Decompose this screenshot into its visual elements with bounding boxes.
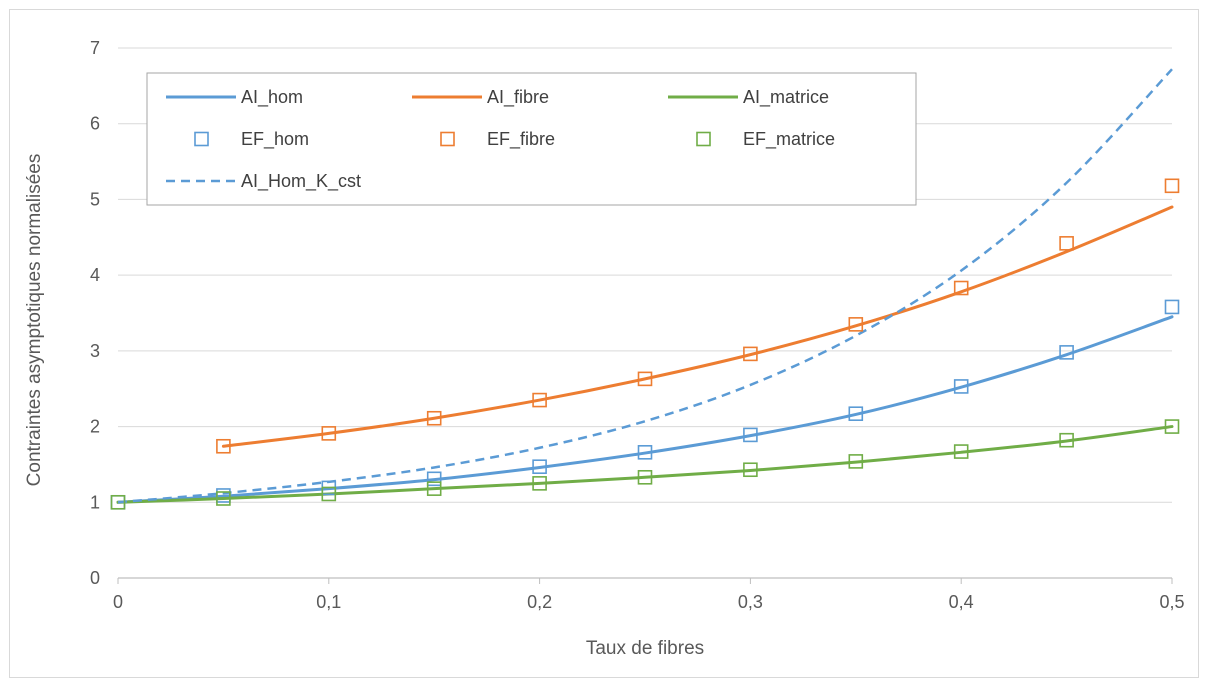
legend-label: EF_fibre	[487, 129, 555, 150]
legend-label: AI_Hom_K_cst	[241, 171, 361, 192]
series-line-ai-hom-k-cst	[117, 68, 1173, 504]
data-point-ef-fibre	[743, 346, 758, 362]
y-tick-label: 7	[90, 38, 100, 58]
legend-label: AI_matrice	[743, 87, 829, 108]
data-point-ef-hom	[532, 459, 547, 475]
data-point-ef-matrice	[848, 454, 864, 469]
data-point-ef-matrice	[216, 491, 231, 506]
legend: AI_hom AI_fibre AI_matrice EF_hom EF_fibre EF…	[146, 72, 917, 206]
data-point-ef-matrice	[426, 481, 442, 496]
legend-swatch	[440, 131, 455, 147]
data-point-ef-fibre	[637, 371, 653, 387]
data-point-ef-hom	[953, 379, 969, 394]
data-point-ef-fibre	[1164, 178, 1180, 194]
data-point-ef-hom	[848, 406, 864, 422]
data-point-ef-fibre	[848, 317, 864, 332]
y-tick-label: 3	[90, 341, 100, 361]
data-point-ef-fibre	[321, 426, 337, 441]
data-point-ef-hom	[1059, 345, 1074, 360]
data-point-ef-fibre	[426, 410, 442, 426]
data-point-ef-hom	[637, 445, 653, 460]
x-tick-label: 0,1	[316, 592, 341, 612]
y-axis-title: Contraintes asymptotiques normalisées	[24, 154, 45, 487]
data-point-ef-matrice	[532, 476, 547, 491]
x-tick-label: 0,4	[949, 592, 974, 612]
data-point-ef-matrice	[1059, 432, 1074, 448]
x-tick-label: 0	[113, 592, 123, 612]
data-point-ef-fibre	[953, 280, 969, 296]
y-tick-label: 2	[90, 417, 100, 437]
legend-swatch	[194, 131, 209, 147]
legend-label: AI_fibre	[487, 87, 549, 108]
data-point-ef-matrice	[743, 462, 758, 478]
data-point-ef-matrice	[637, 469, 653, 485]
series-line-ai-fibre	[221, 205, 1174, 448]
x-tick-label: 0,3	[738, 592, 763, 612]
legend-label: AI_hom	[241, 87, 303, 108]
series-line-ai-hom	[116, 315, 1174, 504]
x-tick-label: 0,2	[527, 592, 552, 612]
data-point-ef-hom	[426, 471, 442, 487]
data-point-ef-matrice	[953, 444, 969, 459]
axes: 0 1 2 3 4 5 6 7 0 0,1 0,2 0,3 0,4 0,5	[90, 38, 1185, 612]
legend-label: EF_matrice	[743, 129, 835, 150]
data-point-ef-matrice	[110, 494, 126, 510]
legend-swatch	[696, 131, 711, 147]
data-point-ef-hom	[1164, 299, 1180, 315]
data-point-ef-fibre	[532, 392, 547, 408]
x-axis-title: Taux de fibres	[586, 638, 704, 659]
data-point-ef-fibre	[1059, 236, 1074, 251]
y-tick-label: 6	[90, 114, 100, 134]
series-line-ai-matrice	[116, 425, 1174, 504]
x-tick-label: 0,5	[1159, 592, 1184, 612]
data-point-ef-matrice	[1164, 419, 1180, 434]
data-point-ef-matrice	[321, 486, 337, 502]
legend-label: EF_hom	[241, 129, 309, 150]
y-tick-label: 5	[90, 189, 100, 209]
legend-box	[146, 72, 917, 206]
data-point-ef-fibre	[216, 438, 231, 454]
y-tick-label: 4	[90, 265, 100, 285]
series-group	[110, 68, 1180, 510]
y-tick-label: 1	[90, 492, 100, 512]
data-point-ef-hom	[743, 427, 758, 443]
y-tick-label: 0	[90, 568, 100, 588]
